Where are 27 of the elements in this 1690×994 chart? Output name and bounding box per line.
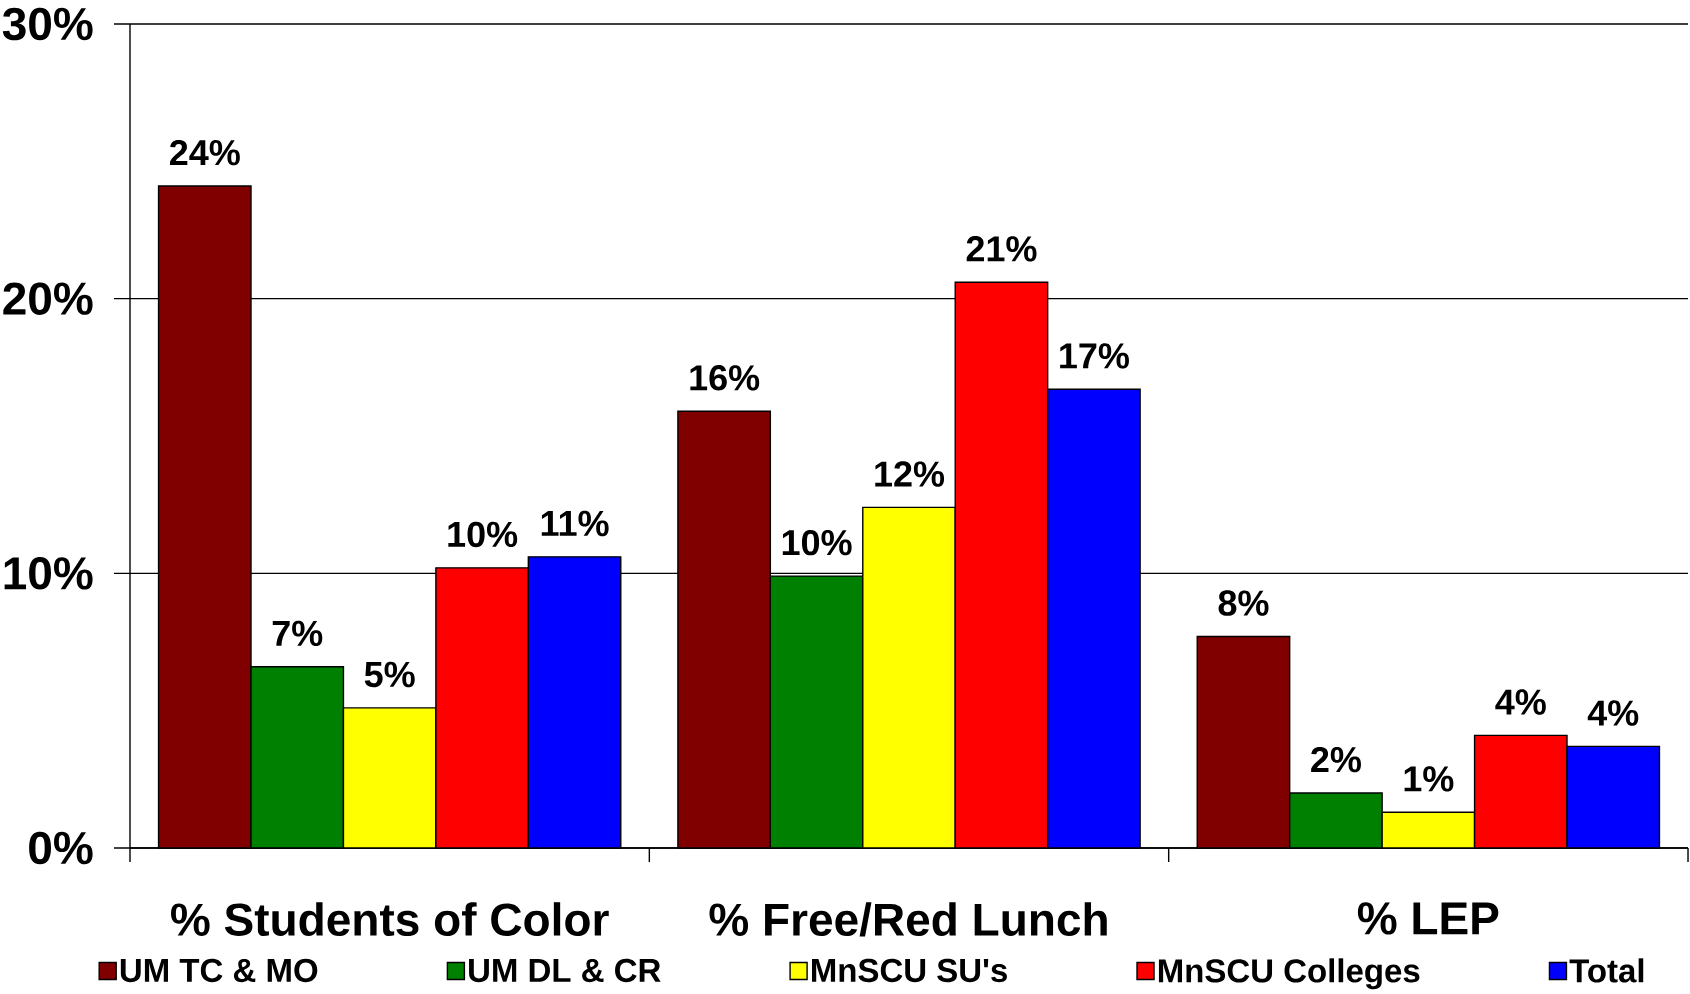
data-label: 10% [448, 521, 518, 548]
data-label: 2% [1311, 746, 1361, 773]
legend-label: MnSCU Colleges [1158, 958, 1420, 990]
data-label: 1% [1404, 766, 1454, 792]
y-tick-label: 20% [3, 282, 93, 315]
data-label: 16% [690, 365, 760, 391]
data-label: 11% [541, 510, 609, 537]
legend-label: UM DL & CR [469, 958, 661, 983]
data-label: 12% [875, 461, 945, 487]
data-label: 4% [1495, 689, 1546, 715]
data-label: 21% [966, 236, 1037, 262]
y-tick-label: 0% [29, 831, 93, 865]
y-tick-label: 10% [4, 557, 93, 590]
data-label: 7% [272, 620, 323, 647]
y-tick-label: 30% [2, 7, 93, 41]
x-tick-label: % Free/Red Lunch [709, 902, 1107, 937]
data-label: 8% [1218, 590, 1269, 616]
data-label: 10% [782, 529, 852, 556]
legend-label: UM TC & MO [120, 958, 318, 983]
x-tick-label: % LEP [1357, 902, 1499, 935]
legend-label: MnSCU SU's [812, 958, 1007, 983]
legend-label: Total [1569, 958, 1644, 983]
data-label: 24% [170, 139, 240, 166]
x-tick-label: % Students of Color [171, 902, 609, 936]
data-label: 17% [1060, 343, 1129, 369]
data-label: 4% [1587, 700, 1639, 726]
data-label: 5% [364, 661, 415, 688]
